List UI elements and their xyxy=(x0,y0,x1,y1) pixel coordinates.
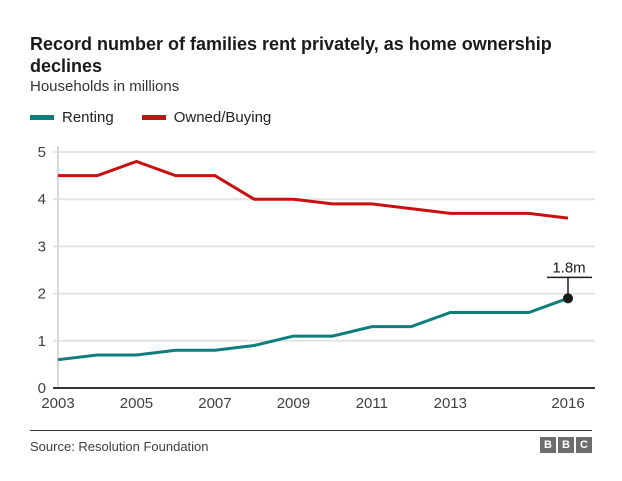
y-tick-label: 0 xyxy=(38,380,46,397)
bbc-logo: B B C xyxy=(540,437,592,453)
y-tick-label: 3 xyxy=(38,238,46,255)
footer-divider xyxy=(30,430,592,431)
y-tick-label: 2 xyxy=(38,286,46,303)
legend-label-owned: Owned/Buying xyxy=(173,109,272,126)
bbc-logo-letter: C xyxy=(576,437,592,453)
renting-swatch xyxy=(30,115,54,120)
owned-swatch xyxy=(141,115,166,120)
x-tick-label: 2007 xyxy=(198,395,231,412)
chart-legend: Renting Owned/Buying xyxy=(30,109,271,126)
renting-line xyxy=(57,296,569,362)
annotation-label: 1.8m xyxy=(552,259,585,276)
page-title: Record number of families rent privately… xyxy=(30,34,552,76)
legend-item-renting: Renting xyxy=(30,109,114,126)
x-tick-label: 2013 xyxy=(434,395,467,412)
line-chart: 0 1 2 3 4 5 2003 2005 2007 2009 2011 2013 2016 1.8m xyxy=(38,144,595,412)
y-tick-label: 4 xyxy=(38,191,46,208)
y-tick-label: 5 xyxy=(38,144,46,161)
owned-buying-line xyxy=(58,159,569,220)
source-text: Source: Resolution Foundation xyxy=(30,439,209,454)
bbc-logo-letter: B xyxy=(540,437,556,453)
legend-item-owned: Owned/Buying xyxy=(141,109,272,126)
chart-subtitle: Households in millions xyxy=(30,78,180,95)
annotation-dot xyxy=(563,293,573,304)
x-tick-label: 2003 xyxy=(41,395,74,412)
footer: Source: Resolution Foundation B B C xyxy=(30,437,592,454)
x-tick-label: 2009 xyxy=(277,395,310,412)
chart-area: 0 1 2 3 4 5 2003 2005 2007 2009 2011 2013 2016 1.8m xyxy=(0,140,622,420)
x-tick-label: 2016 xyxy=(551,395,584,412)
bbc-logo-letter: B xyxy=(558,437,574,453)
y-tick-label: 1 xyxy=(38,333,46,350)
x-tick-label: 2005 xyxy=(120,395,153,412)
x-tick-label: 2011 xyxy=(356,395,388,412)
legend-label-renting: Renting xyxy=(62,109,114,126)
